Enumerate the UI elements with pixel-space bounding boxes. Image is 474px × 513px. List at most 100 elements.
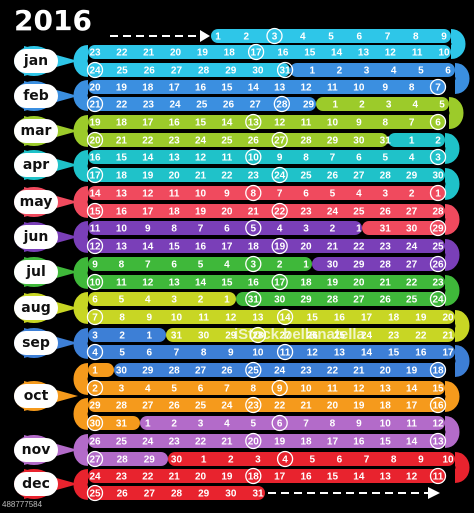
day-number: 4 xyxy=(282,455,288,466)
day-number: 22 xyxy=(142,136,154,147)
ribbon-segment xyxy=(88,292,236,306)
day-number: 7 xyxy=(145,260,151,271)
day-number: 11 xyxy=(169,189,180,200)
day-number: 25 xyxy=(432,242,444,253)
day-number: 6 xyxy=(435,118,441,129)
day-number: 17 xyxy=(142,207,154,218)
day-number: 30 xyxy=(274,295,286,306)
day-number: 2 xyxy=(435,136,441,147)
day-number: 8 xyxy=(119,260,125,271)
calendar-row: 24 23 22 21 20 19 18 17 16 15 14 13 12 11 xyxy=(73,467,447,500)
day-number: 26 xyxy=(432,260,444,271)
day-number: 14 xyxy=(142,153,154,164)
day-number: 12 xyxy=(142,189,154,200)
day-number: 25 xyxy=(196,100,208,111)
day-number: 2 xyxy=(228,455,234,466)
day-number: 27 xyxy=(274,136,286,147)
sunday-marker xyxy=(245,148,262,166)
day-number: 5 xyxy=(309,455,315,466)
calendar-row: 20 19 18 17 16 15 14 13 12 11 10 9 8 7 xyxy=(73,78,447,111)
day-number: 24 xyxy=(195,136,207,147)
day-number: 8 xyxy=(409,83,415,94)
day-number: 5 xyxy=(198,260,204,271)
day-number: 13 xyxy=(248,118,260,129)
day-number: 31 xyxy=(116,419,128,430)
calendar-row: 2 3 4 5 6 7 8 9 10 11 12 13 14 15 xyxy=(86,379,460,412)
day-number: 24 xyxy=(89,472,101,483)
day-number: 18 xyxy=(388,313,400,324)
day-number: 14 xyxy=(248,83,260,94)
day-number: 14 xyxy=(280,313,292,324)
sunday-marker xyxy=(429,148,447,166)
day-number: 2 xyxy=(119,331,125,342)
day-number: 18 xyxy=(248,242,260,253)
day-number: 8 xyxy=(201,348,207,359)
sunday-marker xyxy=(86,414,104,432)
day-number: 12 xyxy=(353,384,365,395)
sunday-marker xyxy=(276,450,294,468)
day-number: 11 xyxy=(222,153,233,164)
calendar-row: 6 5 4 3 2 1 31 30 29 28 27 26 25 24 xyxy=(73,290,447,324)
day-number: 7 xyxy=(303,419,309,430)
calendar-row: 30 31 1 2 3 4 5 6 7 8 9 10 11 12 xyxy=(86,414,460,448)
day-number: 8 xyxy=(251,189,257,200)
day-number: 28 xyxy=(432,207,444,218)
day-number: 4 xyxy=(277,224,283,235)
day-number: 30 xyxy=(406,224,418,235)
day-number: 9 xyxy=(228,348,234,359)
ribbon-turn xyxy=(443,381,460,412)
day-number: 22 xyxy=(116,48,128,59)
day-number: 10 xyxy=(380,419,392,430)
day-number: 8 xyxy=(330,419,336,430)
day-number: 29 xyxy=(142,366,154,377)
day-number: 1 xyxy=(145,419,151,430)
day-number: 10 xyxy=(89,278,101,289)
sunday-marker xyxy=(86,343,104,361)
day-number: 23 xyxy=(388,331,400,342)
ribbon-segment xyxy=(88,381,445,395)
day-number: 17 xyxy=(251,48,263,59)
day-number: 31 xyxy=(252,489,264,500)
day-number: 23 xyxy=(143,100,155,111)
day-number: 4 xyxy=(145,384,151,395)
day-number: 4 xyxy=(413,100,419,111)
day-number: 10 xyxy=(327,118,339,129)
day-number: 18 xyxy=(224,48,236,59)
calendar-row: 7 8 9 10 11 12 13 14 15 16 17 18 19 20 xyxy=(86,308,470,342)
day-number: 18 xyxy=(432,366,444,377)
day-number: 16 xyxy=(432,401,444,412)
ribbon-segment xyxy=(290,63,455,77)
sunday-marker xyxy=(271,131,288,149)
ribbon-segment xyxy=(88,434,445,448)
ribbon-segment xyxy=(316,97,449,111)
day-number: 17 xyxy=(442,348,454,359)
day-number: 19 xyxy=(89,118,101,129)
sunday-marker xyxy=(86,131,104,149)
day-number: 29 xyxy=(303,100,315,111)
day-number: 16 xyxy=(195,242,207,253)
day-number: 22 xyxy=(274,401,286,412)
day-number: 10 xyxy=(171,313,183,324)
ribbon-turn xyxy=(73,221,90,253)
day-number: 11 xyxy=(412,48,423,59)
day-number: 31 xyxy=(380,136,392,147)
day-number: 1 xyxy=(201,455,207,466)
ribbon-turn xyxy=(73,363,90,395)
day-number: 4 xyxy=(356,189,362,200)
day-number: 2 xyxy=(198,295,204,306)
day-number: 9 xyxy=(92,260,98,271)
sunday-marker xyxy=(86,61,104,79)
calendar-row: 9 8 7 6 5 4 3 2 1 30 29 28 27 26 xyxy=(73,255,447,289)
day-number: 15 xyxy=(388,348,400,359)
day-number: 30 xyxy=(353,136,365,147)
day-number: 29 xyxy=(327,136,339,147)
day-number: 13 xyxy=(334,348,346,359)
day-number: 17 xyxy=(274,278,286,289)
sunday-marker xyxy=(271,273,288,291)
day-number: 9 xyxy=(356,118,362,129)
day-number: 15 xyxy=(116,153,128,164)
sunday-marker xyxy=(247,43,265,61)
day-number: 11 xyxy=(433,472,444,483)
day-number: 24 xyxy=(170,100,182,111)
